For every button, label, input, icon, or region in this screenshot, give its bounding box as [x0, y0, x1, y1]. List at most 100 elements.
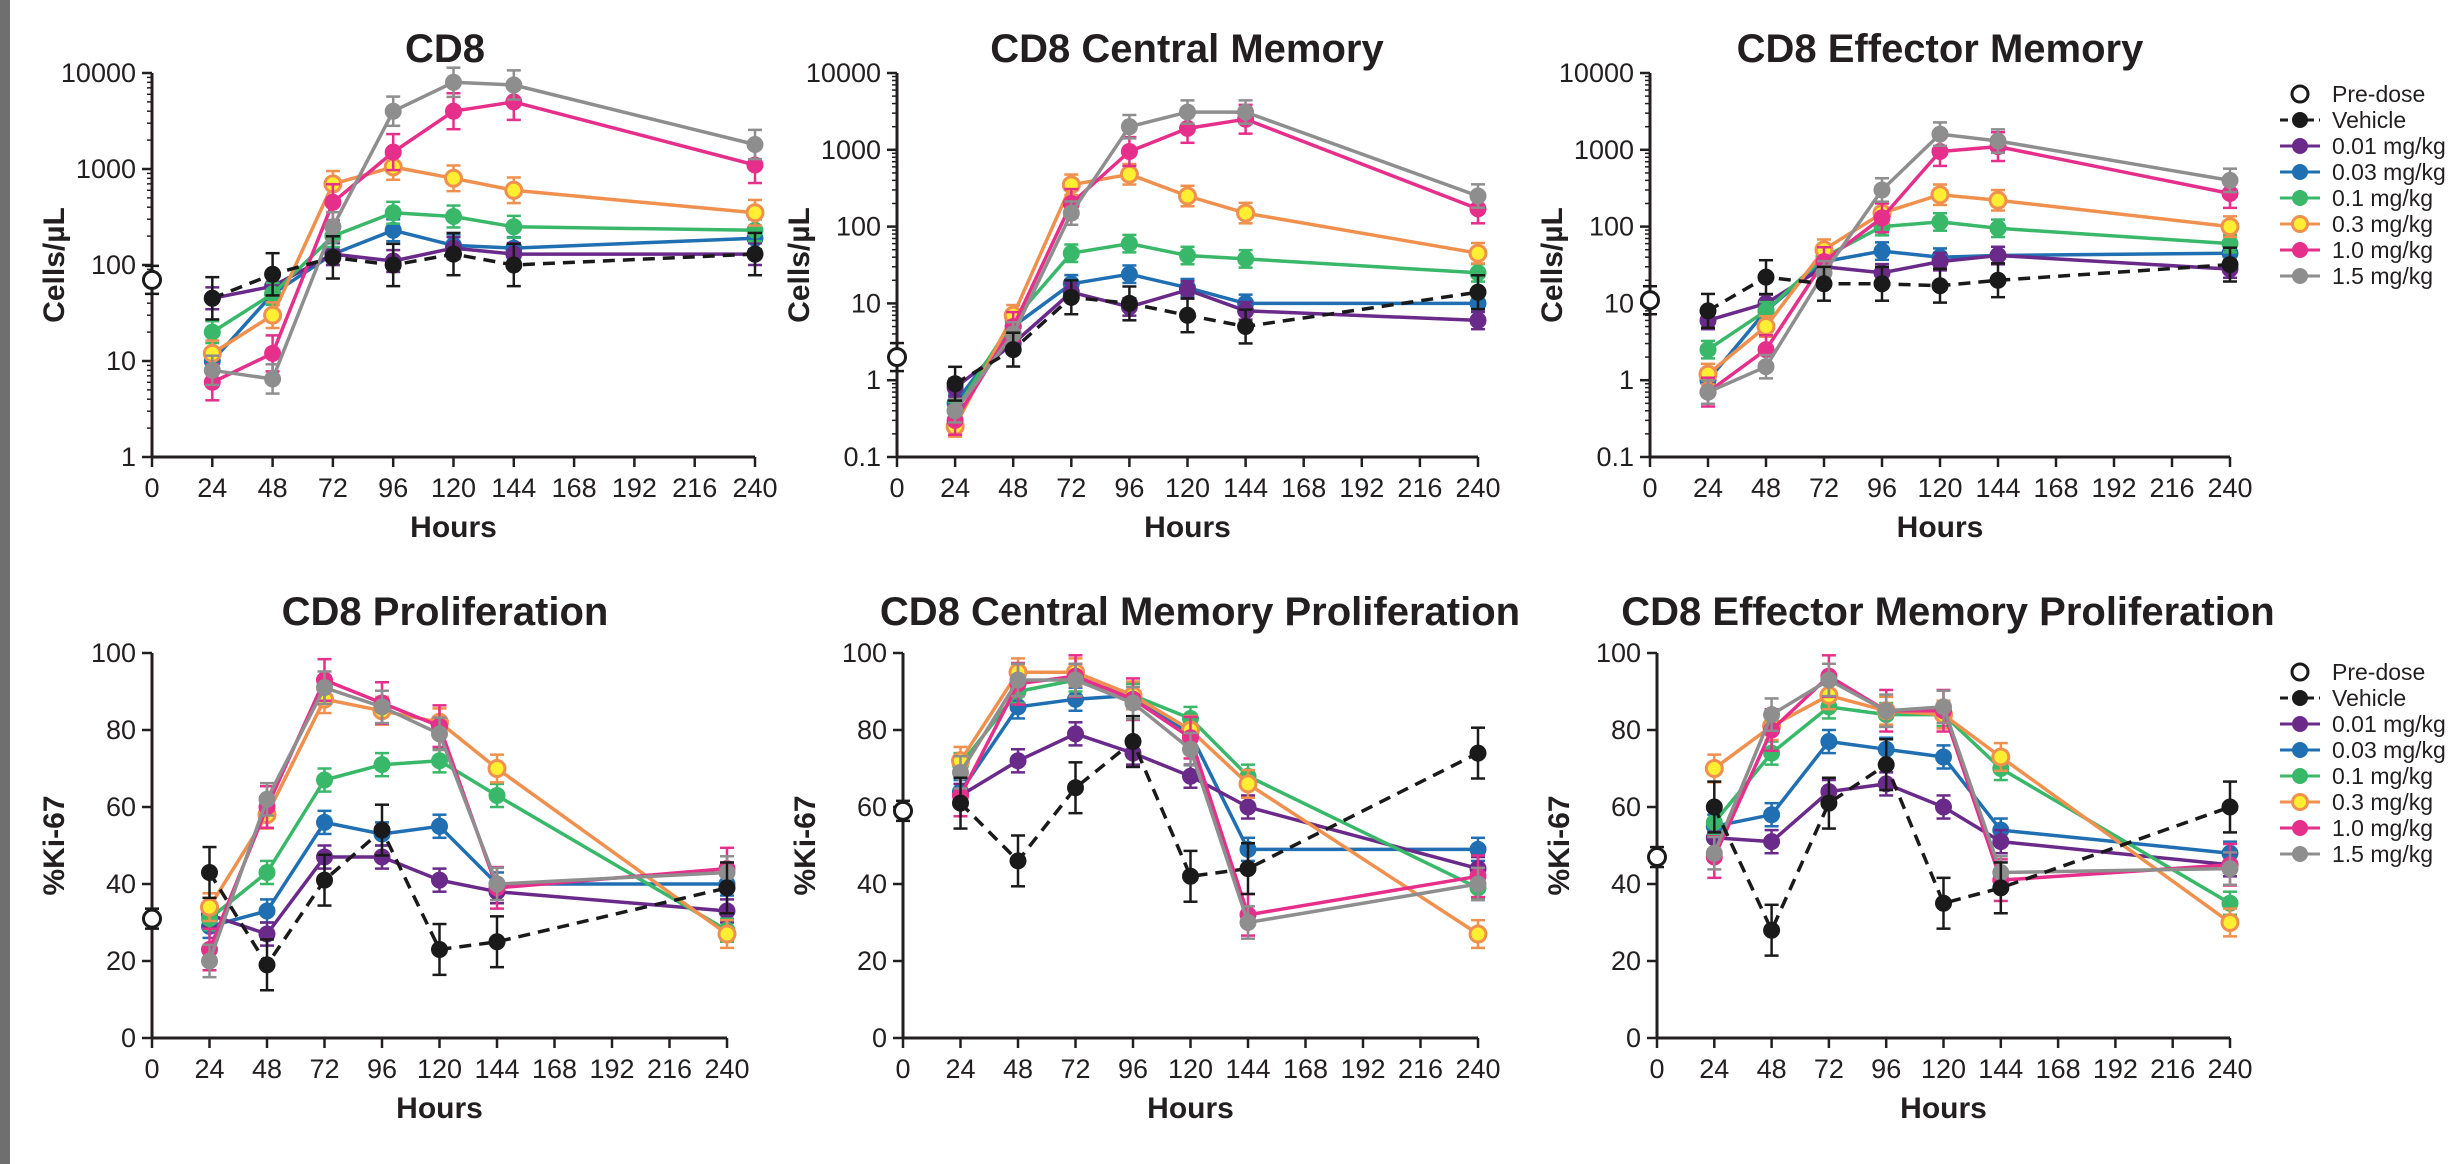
data-point: [1991, 747, 2011, 767]
series-line: [959, 670, 1479, 936]
x-tick-label: 240: [1455, 1054, 1500, 1084]
data-point: [258, 863, 276, 881]
data-point: [1935, 798, 1952, 816]
series-0_1: [1699, 211, 2239, 360]
data-point: [1237, 103, 1255, 121]
x-tick-label: 24: [1699, 1054, 1729, 1084]
data-point: [1705, 844, 1723, 862]
y-tick-label: 1000: [821, 135, 881, 165]
series-vehicle: [952, 714, 1487, 903]
x-tick-label: 240: [2207, 473, 2252, 503]
data-point: [1120, 294, 1138, 312]
data-point: [1067, 779, 1084, 797]
y-tick-label: 100: [836, 212, 881, 242]
y-tick-label: 1000: [76, 154, 136, 184]
x-tick-label: 216: [2150, 1054, 2195, 1084]
legend-label: 0.03 mg/kg: [2332, 159, 2446, 185]
data-point: [1009, 852, 1027, 870]
legend-marker: [2292, 690, 2308, 706]
data-point: [384, 204, 402, 222]
x-axis-label: Hours: [1144, 511, 1231, 544]
data-point: [201, 952, 218, 970]
data-point: [200, 897, 219, 917]
x-tick-label: 120: [431, 473, 476, 503]
pre-dose-marker: [142, 269, 162, 290]
data-point: [258, 790, 276, 808]
data-point: [1699, 383, 1717, 401]
series-0_01: [201, 844, 736, 947]
data-point: [2221, 860, 2239, 878]
data-point: [1757, 358, 1775, 376]
x-tick-label: 48: [1757, 1054, 1787, 1084]
legend-marker: [2290, 84, 2310, 104]
legend-marker: [2292, 164, 2308, 180]
y-tick-label: 100: [1596, 638, 1641, 668]
x-axis-label: Hours: [396, 1092, 483, 1125]
series-0_1: [952, 667, 1487, 901]
data-point: [1699, 302, 1717, 320]
data-point: [746, 135, 764, 153]
series-vehicle: [203, 231, 764, 321]
data-point: [316, 871, 333, 889]
x-tick-label: 96: [378, 473, 408, 503]
legend-marker: [2291, 215, 2309, 233]
data-point: [2221, 798, 2239, 816]
data-point: [1469, 283, 1487, 301]
data-point: [487, 759, 507, 778]
x-tick-label: 120: [1921, 1054, 1966, 1084]
data-point: [316, 813, 333, 831]
y-axis-label: %Ki-67: [1543, 795, 1576, 895]
data-point: [1820, 733, 1838, 751]
data-point: [324, 193, 342, 211]
panel-3: CD8 Effector Memory 0 24 48 72 96 120 144 168 192…: [1536, 27, 2253, 544]
y-tick-label: 100: [842, 638, 887, 668]
data-point: [1120, 265, 1138, 283]
data-point: [1815, 275, 1833, 293]
data-point: [258, 956, 276, 974]
x-tick-label: 216: [1397, 473, 1442, 503]
y-axis-label: %Ki-67: [38, 795, 71, 895]
pre-dose-marker: [1647, 847, 1667, 868]
x-tick-label: 240: [732, 473, 777, 503]
legend-label: 1.0 mg/kg: [2332, 237, 2433, 263]
y-tick-label: 80: [1611, 715, 1641, 745]
x-tick-label: 192: [612, 473, 657, 503]
data-point: [1468, 924, 1488, 944]
data-point: [373, 821, 391, 839]
y-tick-label: 0: [1626, 1023, 1641, 1053]
panel-title: CD8: [405, 27, 485, 71]
data-point: [1009, 671, 1027, 689]
series-0_3: [200, 684, 737, 950]
y-tick-label: 80: [106, 715, 136, 745]
data-point: [373, 698, 391, 716]
data-point: [2221, 256, 2239, 274]
data-point: [1119, 164, 1139, 184]
series-1_5: [1705, 662, 2239, 890]
data-point: [1239, 798, 1257, 816]
series-0_1: [1705, 694, 2239, 917]
x-tick-label: 144: [1975, 473, 2020, 503]
data-point: [1705, 798, 1723, 816]
series-0_03: [203, 218, 764, 374]
data-point: [1931, 125, 1949, 143]
data-point: [1989, 247, 2007, 265]
x-tick-label: 120: [1165, 473, 1210, 503]
data-point: [746, 245, 764, 263]
series-1_0: [1705, 654, 2239, 903]
data-point: [1178, 186, 1197, 206]
data-point: [1062, 244, 1080, 262]
data-point: [1989, 271, 2007, 289]
data-point: [745, 203, 765, 223]
left-edge-bar: [0, 0, 10, 1164]
legend-marker: [2292, 820, 2308, 836]
legend-marker: [2292, 138, 2308, 154]
x-tick-label: 168: [532, 1054, 577, 1084]
data-point: [324, 218, 342, 236]
data-point: [203, 289, 221, 307]
x-tick-label: 144: [1225, 1054, 1270, 1084]
data-point: [1877, 756, 1895, 774]
data-point: [445, 245, 462, 263]
x-tick-label: 0: [144, 1054, 159, 1084]
x-tick-label: 216: [672, 473, 717, 503]
